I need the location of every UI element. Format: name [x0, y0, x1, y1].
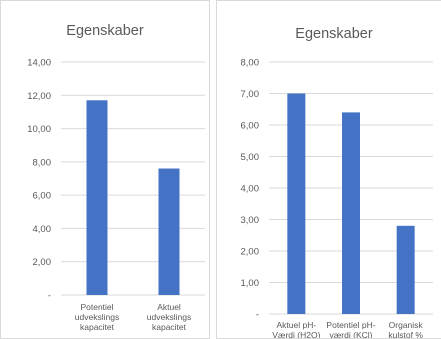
- y-tick-label: -: [48, 291, 51, 302]
- y-tick-label: 7,00: [241, 89, 260, 100]
- bar: [342, 112, 360, 315]
- category-label-line: værdi (KCl): [330, 330, 373, 339]
- y-tick-label: 8,00: [33, 157, 52, 168]
- y-tick-label: 2,00: [33, 257, 52, 268]
- y-tick-label: 4,00: [241, 184, 260, 195]
- y-tick-label: 6,00: [33, 191, 52, 202]
- chart-left: Egenskaber - 2,00 4,00 6,00 8,00 10,00 12,00 14,…: [27, 23, 205, 332]
- y-tick-label: -: [256, 310, 259, 321]
- y-tick-label: 5,00: [241, 152, 260, 163]
- bar: [86, 100, 108, 296]
- y-tick-label: 2,00: [241, 247, 260, 258]
- category-label-line: kulstof %: [388, 330, 423, 339]
- category-label: Aktuel pH-Værdi (H2O): [272, 320, 320, 339]
- category-label-line: udvekslings: [147, 312, 191, 322]
- bar: [396, 225, 415, 314]
- category-label-line: Potentiel: [80, 302, 113, 312]
- category-label: Organisk kulstof %: [388, 320, 423, 339]
- category-label-line: udvekslings: [75, 312, 119, 322]
- y-tick-label: 1,00: [241, 278, 260, 289]
- y-tick-label: 14,00: [27, 58, 51, 69]
- bar: [287, 93, 306, 314]
- y-tick-label: 6,00: [241, 121, 260, 132]
- bar: [158, 168, 180, 295]
- category-label: Aktuel udvekslings kapacitet: [147, 302, 191, 332]
- y-tick-label: 8,00: [241, 58, 260, 69]
- chart-title: Egenskaber: [66, 23, 144, 39]
- y-tick-label: 3,00: [241, 215, 260, 226]
- category-label: Potentiel pH-værdi (KCl): [326, 320, 375, 339]
- y-tick-label: 4,00: [33, 224, 52, 235]
- category-label-line: Potentiel pH-: [326, 320, 375, 330]
- category-label-line: kapacitet: [80, 322, 115, 332]
- category-label-line: kapacitet: [152, 322, 187, 332]
- category-label-line: Aktuel: [157, 302, 181, 312]
- category-label-line: Værdi (H2O): [272, 330, 320, 339]
- y-tick-label: 12,00: [27, 91, 51, 102]
- chart-panel-left: Egenskaber - 2,00 4,00 6,00 8,00 10,00 12,00 14,…: [0, 0, 210, 339]
- chart-panel-right: Egenskaber - 1,00 2,00 3,00 4,00 5,00 6,00 7,00 8…: [216, 0, 441, 339]
- chart-right: Egenskaber - 1,00 2,00 3,00 4,00 5,00 6,00 7,00 8…: [241, 26, 433, 339]
- category-label: Potentiel udvekslings kapacitet: [75, 302, 119, 332]
- category-label-line: Organisk: [389, 320, 424, 330]
- chart-title: Egenskaber: [295, 26, 373, 42]
- y-tick-label: 10,00: [27, 124, 51, 135]
- category-label-line: Aktuel pH-: [276, 320, 316, 330]
